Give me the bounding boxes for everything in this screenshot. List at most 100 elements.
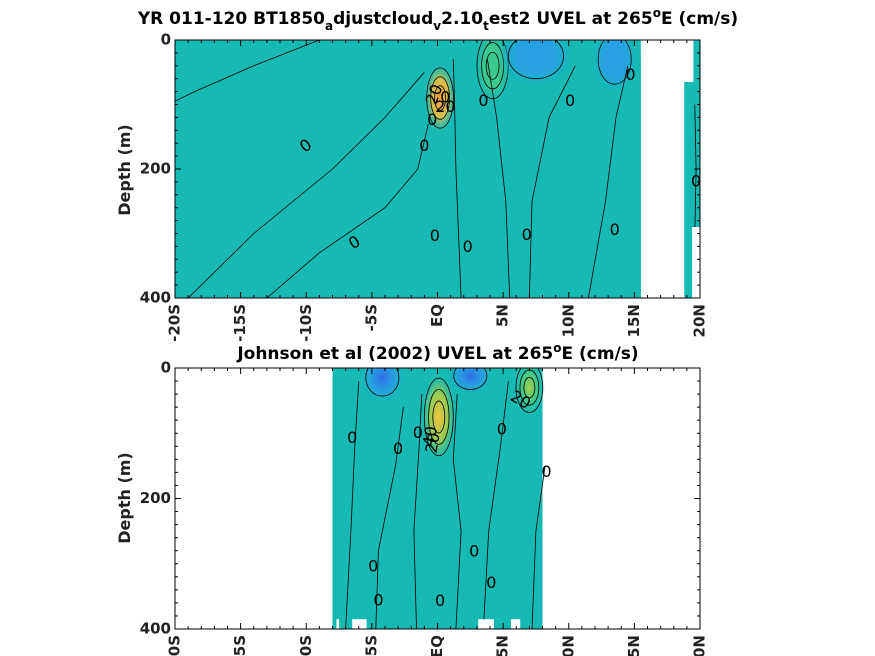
zero-contour bbox=[266, 123, 429, 298]
contour-line bbox=[426, 67, 454, 129]
y-tick-label: 0 bbox=[161, 359, 171, 377]
contour-line bbox=[523, 376, 536, 399]
zero-contour bbox=[487, 59, 511, 298]
zero-contour bbox=[452, 59, 462, 298]
zero-contour bbox=[452, 394, 462, 629]
contour-label: 0 bbox=[486, 573, 496, 592]
y-tick-label: 0 bbox=[161, 31, 171, 49]
x-tick-label: 5N bbox=[494, 635, 512, 656]
contour-label: 0 bbox=[463, 237, 473, 256]
zero-contour bbox=[483, 381, 509, 629]
title-part-prefix: Johnson et al (2002) UVEL at 265 bbox=[236, 344, 553, 364]
contour-label: 0 bbox=[419, 136, 429, 155]
title-part-mid3: est2 UVEL at 265 bbox=[489, 9, 653, 29]
contour-line bbox=[423, 377, 454, 457]
y-tick-label: 400 bbox=[140, 289, 171, 307]
contour-label: 0 bbox=[497, 419, 507, 438]
title-part-sub2: v bbox=[433, 19, 441, 33]
missing-data-mask bbox=[692, 227, 700, 298]
missing-data-mask bbox=[640, 40, 685, 298]
x-tick-label: EQ bbox=[428, 635, 446, 656]
contour-label: 20 bbox=[435, 97, 455, 116]
bottom-panel-title: Johnson et al (2002) UVEL at 265oE (cm/s… bbox=[236, 341, 638, 364]
contour-label: 0 bbox=[373, 590, 383, 609]
contour-label: 0 bbox=[427, 110, 437, 129]
x-tick-label: -20S bbox=[166, 635, 184, 656]
eastward-core bbox=[424, 62, 456, 134]
contour-label: 0 bbox=[478, 91, 488, 110]
top-panel-title: YR 011-120 BT1850adjustcloudv2.10test2 U… bbox=[137, 6, 738, 33]
x-tick-label: 15N bbox=[625, 304, 643, 337]
contour-label: 0 bbox=[522, 225, 532, 244]
title-part-sub3: t bbox=[483, 19, 489, 33]
contour-line bbox=[453, 368, 488, 390]
x-tick-label: -5S bbox=[362, 635, 380, 656]
missing-data-mask bbox=[352, 619, 367, 629]
contour-label: 0 bbox=[565, 91, 575, 110]
top-panel-ylabel: Depth (m) bbox=[115, 124, 134, 216]
title-part-prefix: YR 011-120 BT1850 bbox=[137, 9, 325, 29]
zero-contour bbox=[588, 65, 629, 298]
contour-label: 20 bbox=[421, 431, 443, 454]
missing-data-mask bbox=[680, 40, 694, 82]
y-tick-label: 400 bbox=[140, 620, 171, 638]
x-tick-label: -15S bbox=[231, 304, 249, 342]
contour-label: 0 bbox=[691, 171, 701, 190]
contour-line bbox=[507, 40, 564, 80]
contour-line bbox=[428, 389, 450, 445]
x-tick-label: 10N bbox=[559, 635, 577, 656]
bottom-panel: Johnson et al (2002) UVEL at 265oE (cm/s… bbox=[115, 341, 709, 656]
zero-contour bbox=[175, 40, 320, 102]
x-tick-label: 20N bbox=[691, 635, 709, 656]
contour-label: 0 bbox=[368, 557, 378, 576]
x-tick-label: -10S bbox=[297, 635, 315, 656]
contour-label: 0 bbox=[430, 226, 440, 245]
contour-label: 0 bbox=[541, 462, 551, 481]
eastward-core bbox=[421, 371, 456, 463]
y-tick-label: 200 bbox=[140, 489, 171, 507]
title-part-sub1: a bbox=[325, 19, 333, 33]
title-part-mid1: djustcloud bbox=[333, 9, 433, 29]
missing-data-mask bbox=[511, 619, 521, 629]
x-tick-label: 20N bbox=[691, 304, 709, 337]
missing-data-mask bbox=[478, 619, 494, 629]
x-tick-label: -20S bbox=[166, 304, 184, 342]
zero-contour bbox=[187, 72, 425, 298]
westward-core bbox=[358, 368, 406, 404]
contour-line bbox=[515, 368, 544, 413]
y-tick-label: 200 bbox=[140, 160, 171, 178]
westward-core bbox=[446, 368, 494, 396]
westward-core bbox=[496, 40, 576, 89]
title-part-suffix: E (cm/s) bbox=[561, 344, 638, 364]
contour-line bbox=[365, 368, 400, 397]
contour-label: 0 bbox=[625, 65, 635, 84]
contour-label: 0 bbox=[610, 220, 620, 239]
title-part-sup: o bbox=[653, 6, 661, 20]
x-tick-label: -10S bbox=[297, 304, 315, 342]
zero-contour bbox=[531, 465, 546, 629]
x-tick-label: 5N bbox=[494, 304, 512, 327]
x-tick-label: -15S bbox=[231, 635, 249, 656]
x-tick-label: EQ bbox=[428, 304, 446, 327]
contour-line bbox=[432, 400, 446, 434]
x-tick-label: 15N bbox=[625, 635, 643, 656]
contour-line bbox=[434, 85, 447, 111]
contour-label: 0 bbox=[435, 591, 445, 610]
zero-contour bbox=[413, 394, 423, 629]
title-part-sup: o bbox=[553, 341, 561, 355]
x-tick-label: -5S bbox=[362, 304, 380, 331]
contour-label: 0 bbox=[469, 542, 479, 561]
missing-data-mask bbox=[640, 40, 651, 60]
bottom-panel-ylabel: Depth (m) bbox=[115, 452, 134, 544]
title-part-mid2: 2.10 bbox=[441, 9, 483, 29]
title-part-suffix: E (cm/s) bbox=[661, 9, 738, 29]
eastward-core bbox=[513, 368, 546, 417]
zero-contour bbox=[529, 65, 576, 298]
contour-label: 0 bbox=[347, 428, 357, 447]
contour-label: 0 bbox=[393, 439, 403, 458]
